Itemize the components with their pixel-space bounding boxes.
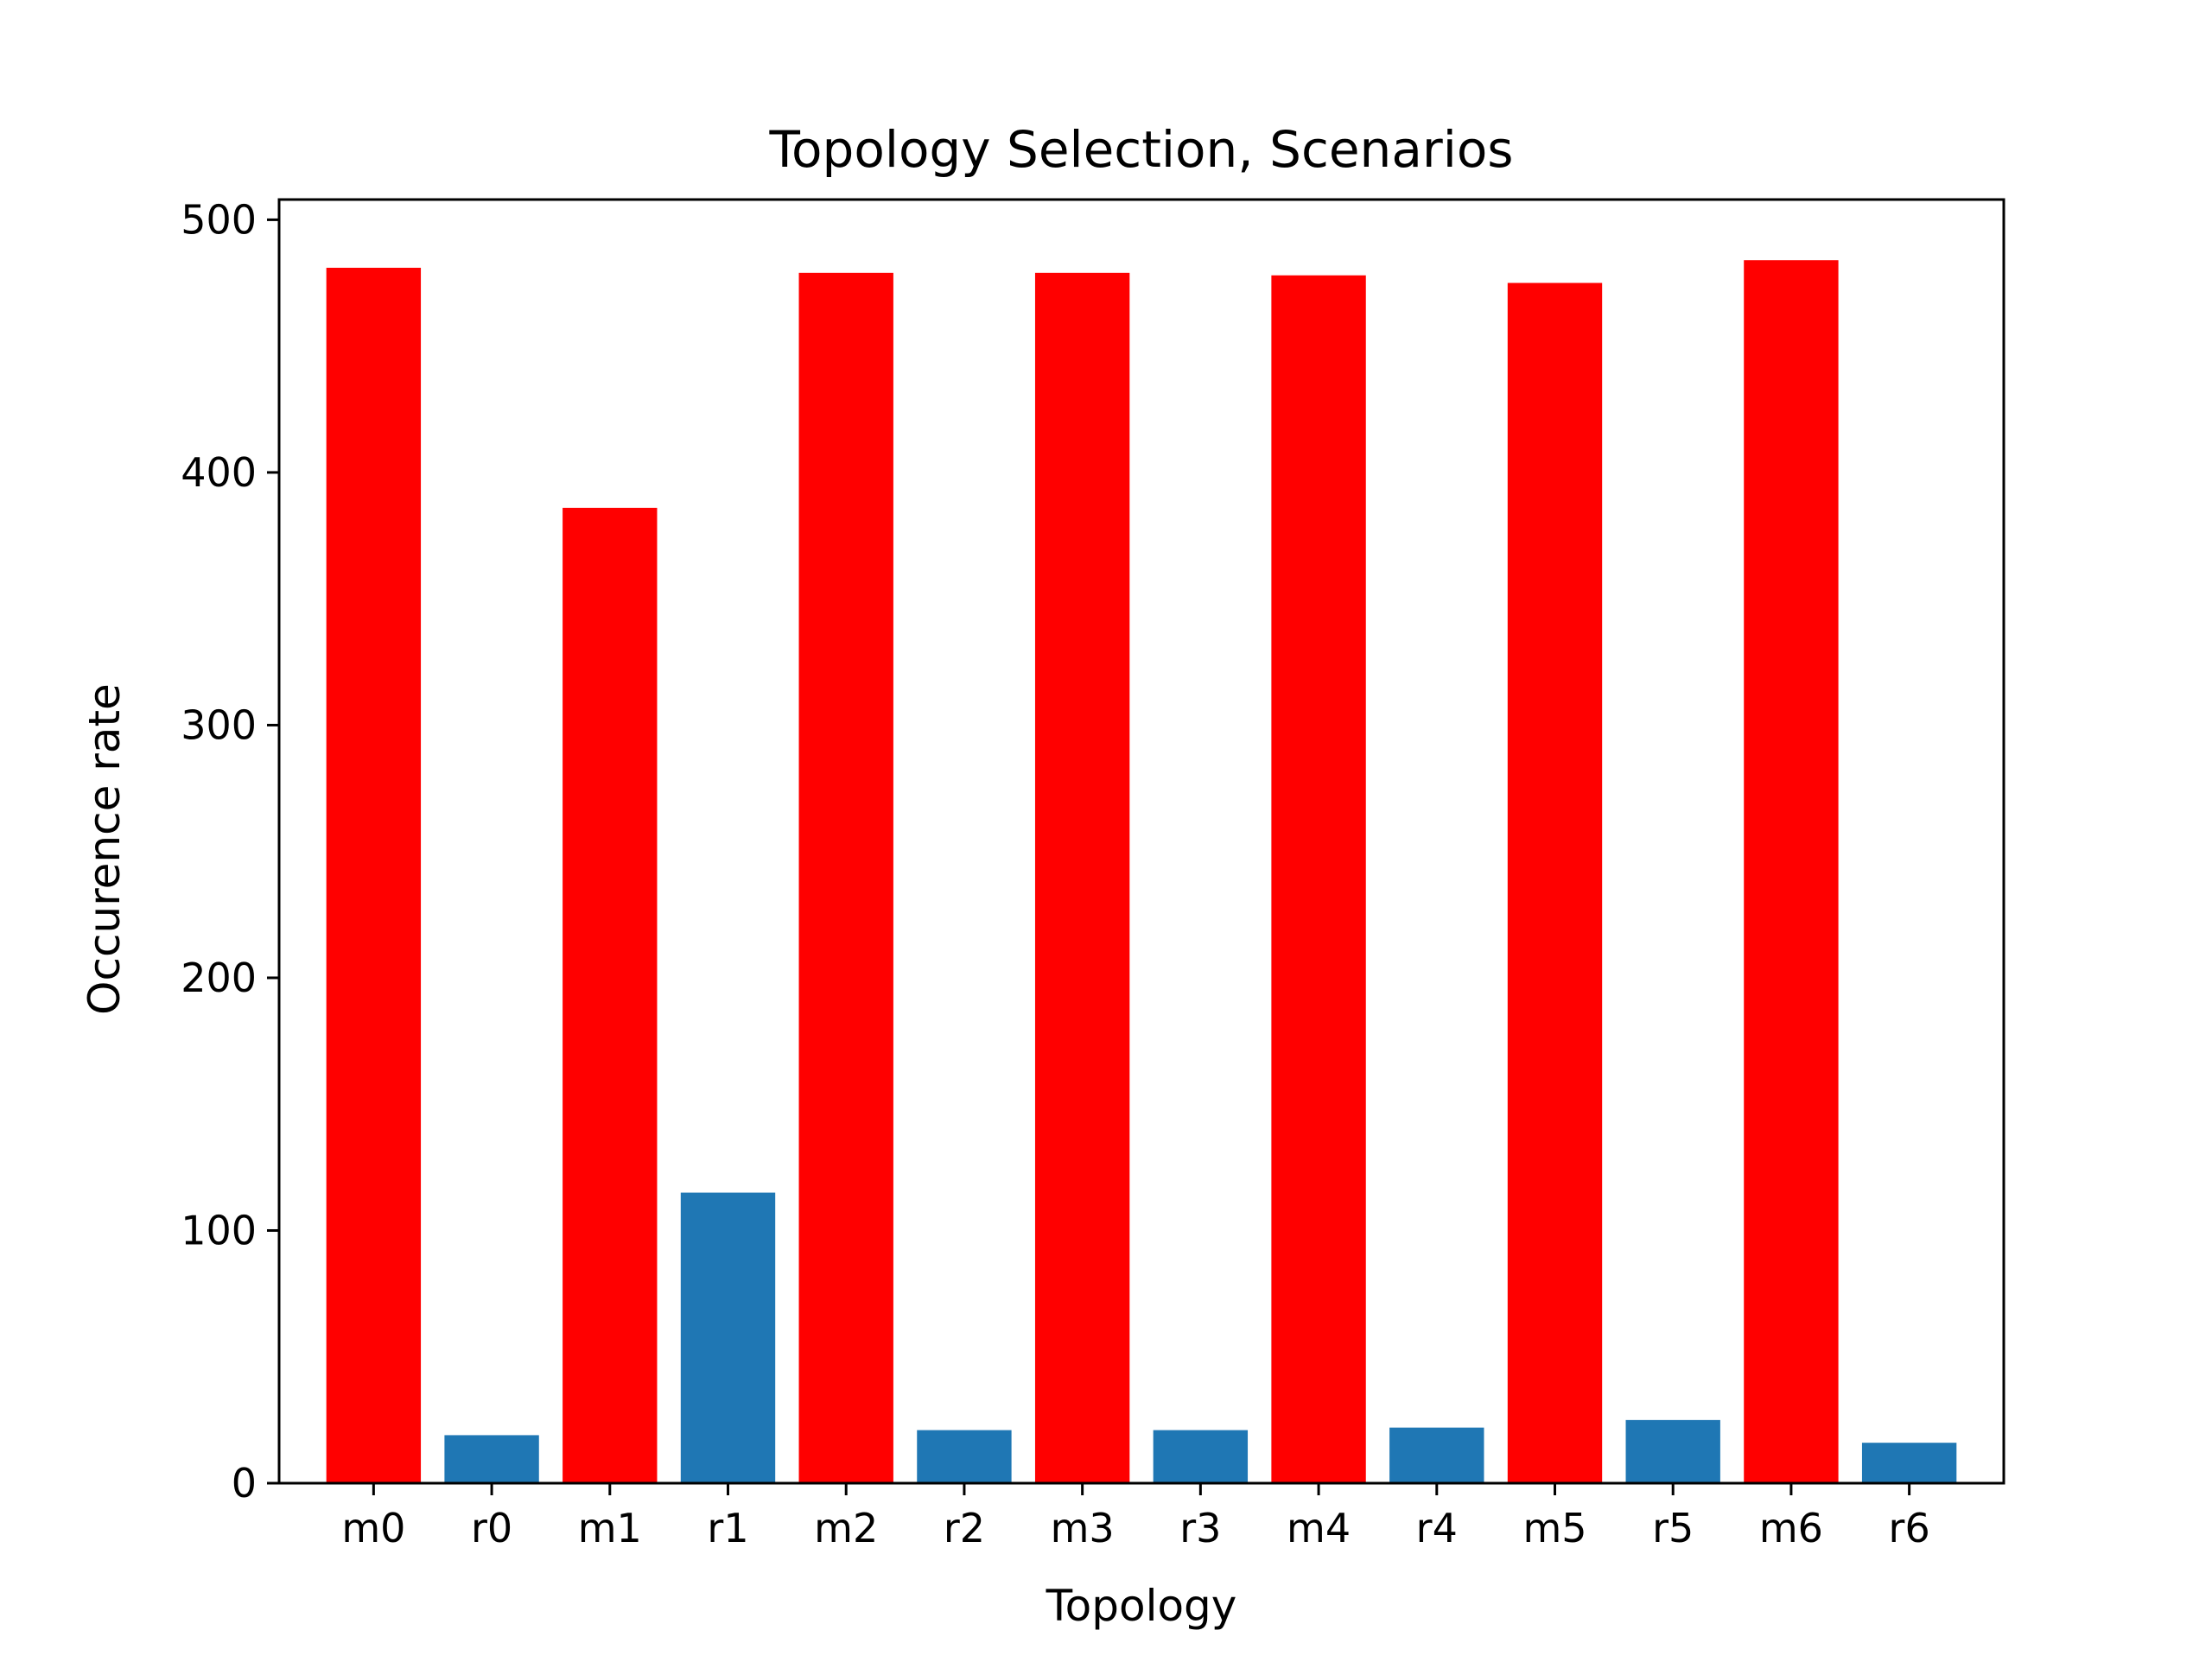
x-tick-label: m3 — [1051, 1505, 1115, 1551]
x-tick-label: m1 — [578, 1505, 642, 1551]
bar-m4 — [1271, 275, 1366, 1484]
bar-r1 — [680, 1192, 776, 1483]
bar-r5 — [1625, 1419, 1720, 1483]
bar-m1 — [563, 507, 658, 1483]
y-tick-label: 100 — [181, 1207, 257, 1253]
ticks-layer: m0 r0 m1 r1 m2 r2 m3 r3 m4 r4 m5 r5 m6 r6 0 100 200 300 40… — [181, 196, 1930, 1551]
bar-m0 — [326, 267, 422, 1483]
chart-title: Topology Selection, Scenarios — [768, 120, 1513, 179]
x-tick-label: r0 — [471, 1505, 512, 1551]
y-tick-label: 200 — [181, 955, 257, 1001]
y-tick-label: 500 — [181, 196, 257, 243]
x-tick-label: m6 — [1759, 1505, 1823, 1551]
x-tick-label: r4 — [1416, 1505, 1458, 1551]
y-tick-label: 0 — [232, 1460, 257, 1507]
plot-area-frame — [277, 198, 2005, 1485]
bar-m5 — [1507, 282, 1603, 1483]
bar-r6 — [1861, 1443, 1957, 1483]
x-tick-label: r5 — [1652, 1505, 1694, 1551]
bar-m2 — [798, 272, 893, 1484]
x-tick-label: m5 — [1522, 1505, 1586, 1551]
x-tick-label: r2 — [944, 1505, 985, 1551]
bar-r0 — [444, 1435, 539, 1483]
x-tick-label: m4 — [1287, 1505, 1351, 1551]
bars-layer — [326, 260, 1957, 1484]
x-tick-label: r1 — [707, 1505, 748, 1551]
bar-r2 — [917, 1430, 1012, 1483]
y-tick-label: 300 — [181, 701, 257, 748]
bar-m6 — [1744, 260, 1839, 1483]
x-tick-label: r6 — [1889, 1505, 1930, 1551]
x-tick-label: m0 — [341, 1505, 405, 1551]
x-axis-label: Topology — [1046, 1581, 1237, 1631]
bar-r3 — [1153, 1430, 1249, 1483]
bar-m3 — [1034, 272, 1130, 1484]
bar-r4 — [1389, 1427, 1484, 1483]
x-tick-label: m2 — [814, 1505, 878, 1551]
y-axis-label: Occurence rate — [79, 683, 130, 1015]
x-tick-label: r3 — [1179, 1505, 1221, 1551]
y-tick-label: 400 — [181, 449, 257, 496]
